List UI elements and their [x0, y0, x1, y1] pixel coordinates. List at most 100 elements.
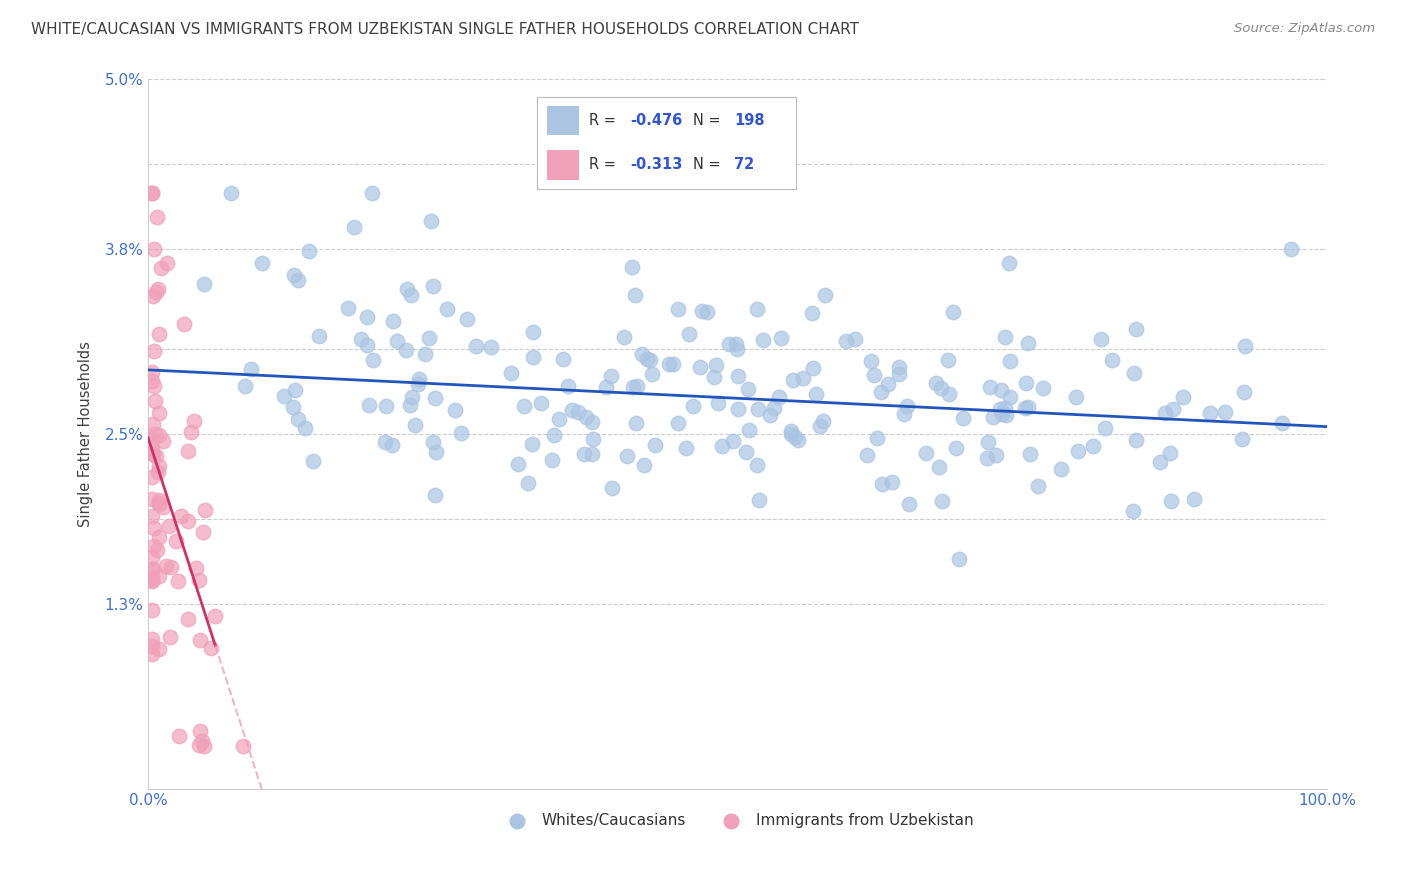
Point: [1064, 390, 1087, 404]
Text: Source: ZipAtlas.com: Source: ZipAtlas.com: [1234, 22, 1375, 36]
Point: [145, 393, 167, 408]
Point: [581, 432, 603, 446]
Point: [870, 384, 893, 399]
Point: [141, 648, 163, 662]
Point: [239, 361, 262, 376]
Point: [621, 380, 644, 394]
Point: [780, 427, 803, 442]
Point: [298, 244, 321, 259]
Point: [530, 396, 553, 410]
Point: [640, 367, 662, 381]
Point: [436, 302, 458, 317]
Point: [780, 424, 803, 438]
Point: [595, 380, 617, 394]
Point: [782, 373, 804, 387]
Point: [995, 408, 1018, 422]
Point: [581, 447, 603, 461]
Point: [148, 465, 170, 479]
Point: [283, 268, 305, 283]
Point: [170, 509, 193, 524]
Point: [977, 434, 1000, 449]
Point: [141, 441, 163, 455]
Point: [561, 403, 583, 417]
Point: [143, 521, 166, 535]
Point: [844, 332, 866, 346]
Point: [381, 438, 404, 452]
Point: [929, 381, 952, 395]
Point: [337, 301, 360, 315]
Point: [148, 327, 170, 342]
Point: [880, 475, 903, 489]
Point: [872, 476, 894, 491]
Point: [638, 352, 661, 367]
Point: [374, 434, 396, 449]
Point: [567, 405, 589, 419]
Point: [145, 210, 167, 224]
Point: [915, 445, 938, 459]
Point: [356, 338, 378, 352]
Point: [204, 608, 226, 623]
Point: [287, 412, 309, 426]
Point: [707, 396, 730, 410]
Point: [876, 376, 898, 391]
Point: [499, 366, 522, 380]
Point: [141, 470, 163, 484]
Point: [408, 376, 430, 391]
Point: [1281, 242, 1303, 256]
Point: [464, 338, 486, 352]
Point: [148, 406, 170, 420]
Point: [998, 354, 1021, 368]
Point: [1032, 381, 1054, 395]
Point: [141, 573, 163, 587]
Point: [636, 351, 658, 366]
Point: [156, 255, 179, 269]
Point: [191, 524, 214, 539]
Point: [425, 391, 447, 405]
Point: [193, 502, 215, 516]
Point: [945, 442, 967, 456]
Point: [408, 372, 430, 386]
Point: [998, 256, 1021, 270]
Point: [747, 302, 769, 317]
Point: [145, 285, 167, 299]
Point: [520, 436, 543, 450]
Point: [177, 612, 200, 626]
Point: [141, 549, 163, 564]
Point: [142, 289, 165, 303]
Point: [859, 353, 882, 368]
Point: [1230, 432, 1253, 446]
Point: [193, 739, 215, 753]
Point: [763, 401, 786, 415]
Point: [145, 450, 167, 464]
Point: [792, 371, 814, 385]
Point: [769, 330, 792, 344]
Point: [624, 288, 647, 302]
Point: [148, 497, 170, 511]
Point: [381, 314, 404, 328]
Point: [1026, 479, 1049, 493]
Point: [219, 186, 242, 200]
Point: [1159, 446, 1181, 460]
Point: [928, 459, 950, 474]
Point: [159, 630, 181, 644]
Point: [143, 426, 166, 441]
Point: [1160, 494, 1182, 508]
Point: [613, 330, 636, 344]
Point: [141, 448, 163, 462]
Point: [152, 500, 174, 515]
Point: [180, 425, 202, 440]
Point: [157, 518, 180, 533]
Point: [721, 434, 744, 448]
Point: [142, 562, 165, 576]
Point: [1198, 406, 1220, 420]
Point: [148, 492, 170, 507]
Point: [786, 433, 808, 447]
Point: [814, 287, 837, 301]
Point: [1018, 447, 1040, 461]
Point: [361, 352, 384, 367]
Point: [581, 416, 603, 430]
Point: [616, 449, 638, 463]
Point: [633, 458, 655, 473]
Point: [142, 417, 165, 431]
Point: [141, 186, 163, 200]
